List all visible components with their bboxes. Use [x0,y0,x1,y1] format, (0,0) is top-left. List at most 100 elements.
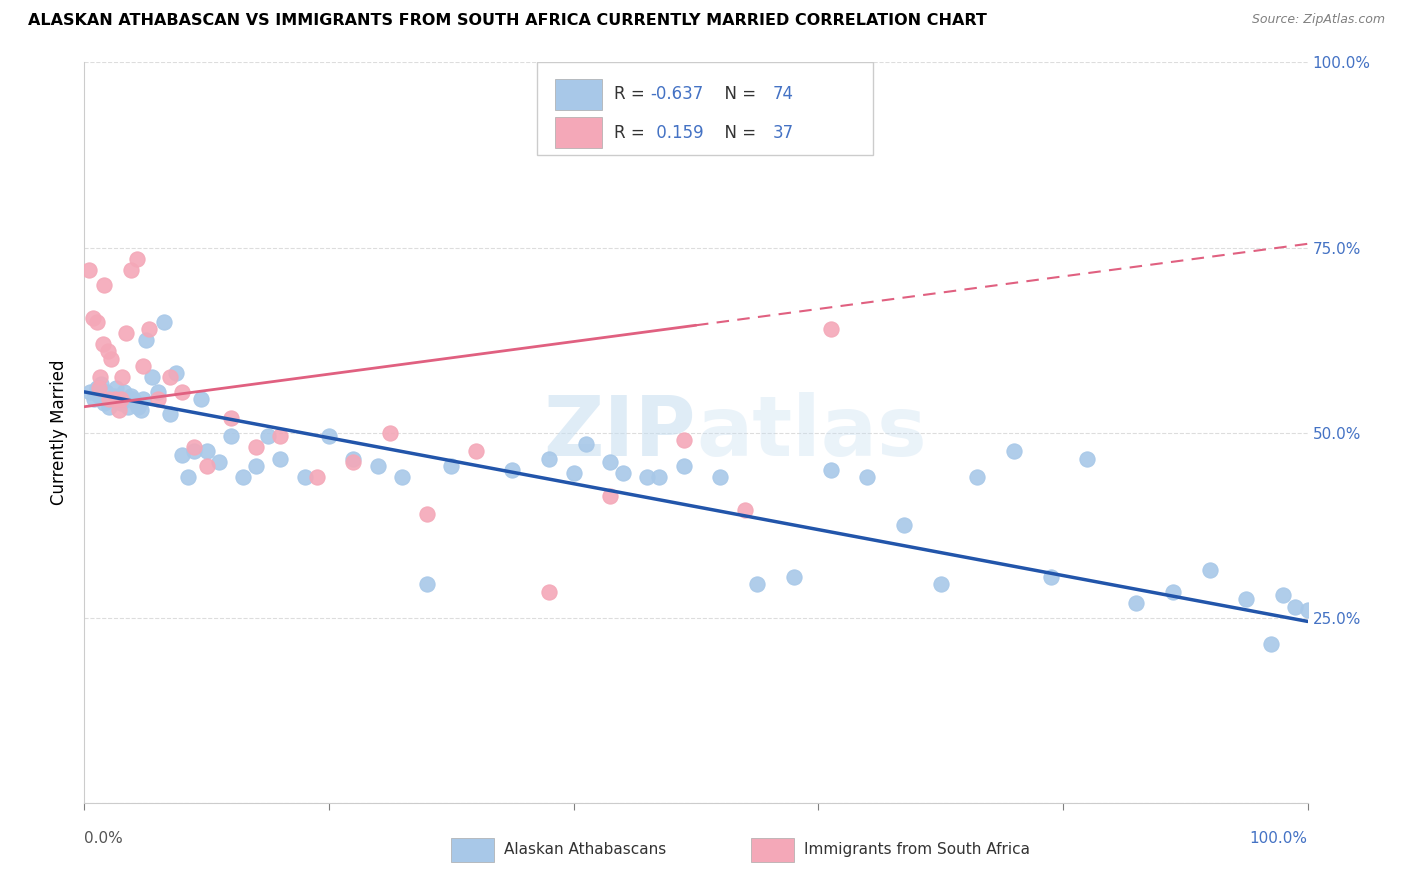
Point [120,388,142,402]
Point [83,392,105,407]
Point [636,470,658,484]
Point [100,392,122,407]
Y-axis label: Currently Married: Currently Married [51,359,69,506]
Point [856,470,879,484]
Point [96,384,118,399]
Point [820,462,842,476]
Point [502,462,524,476]
Point [269,429,291,443]
Text: N =: N = [714,124,762,142]
Point [648,470,671,484]
Point [93,396,115,410]
Point [127,400,149,414]
Point [97,344,120,359]
Point [82,310,104,325]
Point [91,336,114,351]
Point [783,570,806,584]
Point [159,370,181,384]
Point [183,444,205,458]
Text: 100.0%: 100.0% [1250,831,1308,846]
Point [1272,589,1295,603]
Point [538,451,561,466]
Point [115,392,138,407]
Text: Immigrants from South Africa: Immigrants from South Africa [804,842,1029,857]
Point [111,370,134,384]
Point [177,470,200,484]
Point [77,262,100,277]
Point [135,333,157,347]
Point [416,507,439,521]
Point [416,577,439,591]
Point [245,441,267,455]
Text: ALASKAN ATHABASCAN VS IMMIGRANTS FROM SOUTH AFRICA CURRENTLY MARRIED CORRELATION: ALASKAN ATHABASCAN VS IMMIGRANTS FROM SO… [28,13,987,29]
Point [86,314,108,328]
Text: R =: R = [614,86,650,103]
Point [440,458,463,473]
Point [110,392,132,407]
Point [672,433,695,447]
Point [391,470,413,484]
Point [245,458,267,473]
Point [1002,444,1025,458]
Point [195,458,218,473]
Point [672,458,695,473]
Point [747,577,769,591]
Point [87,388,110,402]
Point [1296,603,1319,617]
Point [612,467,634,481]
Point [929,577,952,591]
Point [269,451,291,466]
Point [120,262,142,277]
Point [183,441,205,455]
Point [89,370,111,384]
Bar [751,838,794,862]
Text: 74: 74 [773,86,794,103]
Point [125,252,148,266]
Point [104,392,127,407]
Point [90,377,112,392]
Point [107,403,129,417]
Point [132,392,155,407]
Text: atlas: atlas [696,392,927,473]
Point [132,359,155,373]
Point [172,448,194,462]
Point [318,429,340,443]
Point [294,470,316,484]
Point [141,370,163,384]
Point [105,381,128,395]
Text: Source: ZipAtlas.com: Source: ZipAtlas.com [1251,13,1385,27]
Point [79,384,101,399]
Point [138,322,160,336]
Point [146,384,169,399]
Point [112,384,135,399]
Point [97,392,120,407]
Point [159,407,181,421]
Point [257,429,280,443]
Point [1284,599,1306,614]
Text: 0.159: 0.159 [651,124,703,142]
Point [380,425,402,440]
Point [966,470,988,484]
Bar [555,78,602,110]
Point [464,444,486,458]
Text: Alaskan Athabascans: Alaskan Athabascans [503,842,666,857]
Point [146,392,169,407]
Point [367,458,389,473]
Point [1161,584,1184,599]
Point [599,455,621,469]
Point [100,351,122,366]
Point [538,584,561,599]
Point [342,451,364,466]
Point [208,455,231,469]
Point [599,489,621,503]
Point [575,436,598,450]
Point [97,400,120,414]
Point [1076,451,1098,466]
Text: N =: N = [714,86,762,103]
Point [153,314,176,328]
Point [1125,596,1147,610]
Text: R =: R = [614,124,650,142]
Point [86,381,108,395]
Point [190,392,212,407]
Point [232,470,254,484]
